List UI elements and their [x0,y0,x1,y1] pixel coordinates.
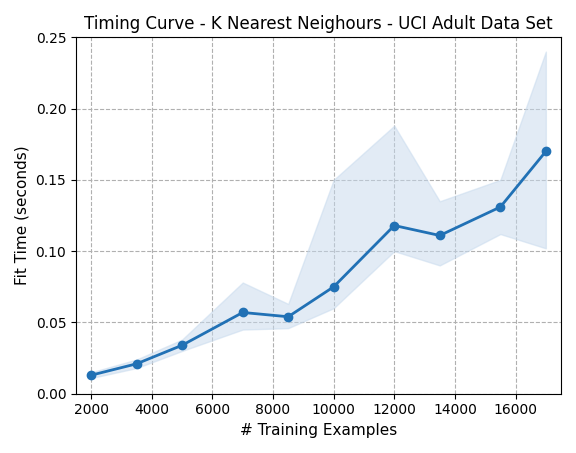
X-axis label: # Training Examples: # Training Examples [240,423,397,438]
Title: Timing Curve - K Nearest Neighours - UCI Adult Data Set: Timing Curve - K Nearest Neighours - UCI… [84,15,553,33]
Y-axis label: Fit Time (seconds): Fit Time (seconds) [15,146,30,285]
